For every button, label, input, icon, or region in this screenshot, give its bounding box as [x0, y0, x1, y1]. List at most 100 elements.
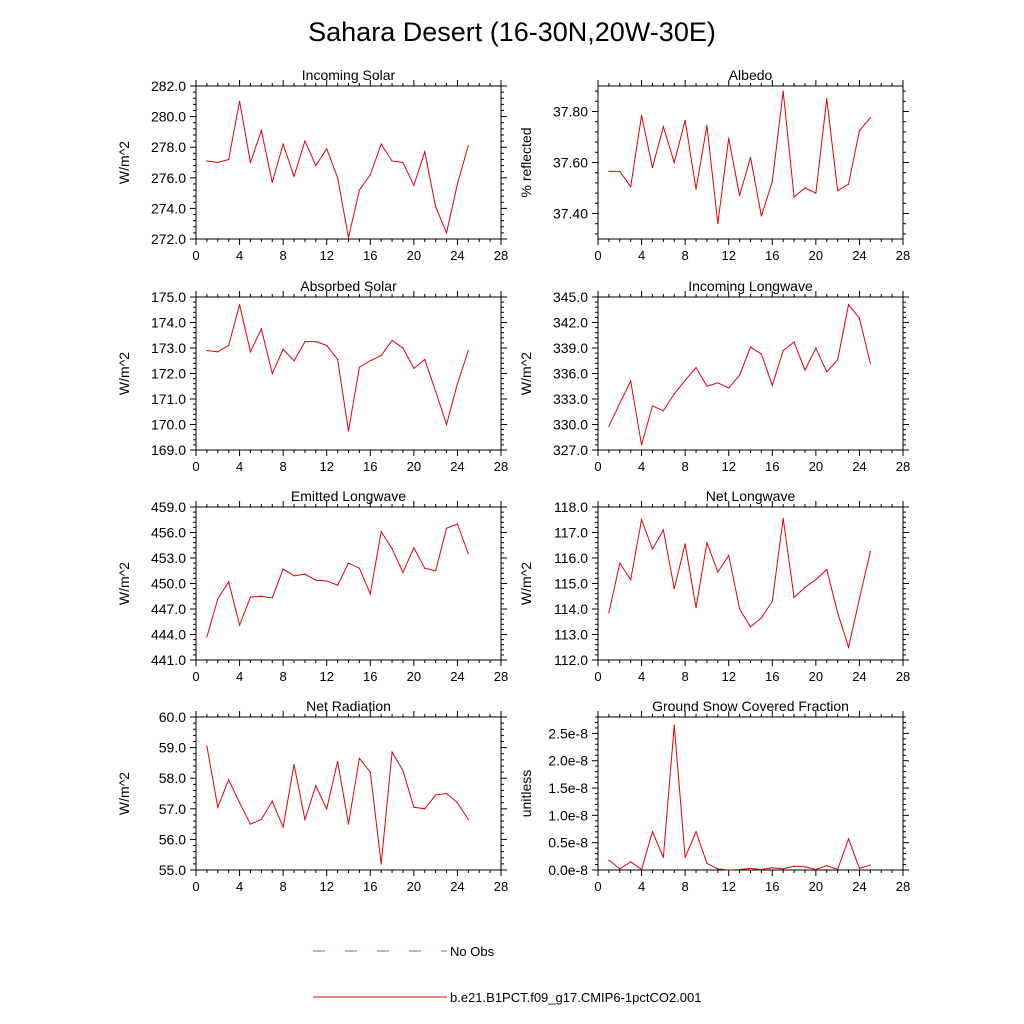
net-longwave-frame [597, 506, 904, 661]
emitted-longwave-data-point [391, 548, 393, 550]
ground-snow-covered-fraction-data-point [782, 868, 784, 870]
incoming-solar-series-line [206, 101, 469, 238]
ground-snow-covered-fraction-data-point [837, 868, 839, 871]
incoming-solar-title: Incoming Solar [302, 67, 396, 83]
net-longwave-data-point [804, 586, 806, 588]
ground-snow-covered-fraction-data-point [804, 866, 806, 868]
net-longwave-ytick-label: 114.0 [554, 601, 588, 617]
absorbed-solar-ytick-label: 174.0 [151, 315, 186, 331]
absorbed-solar-data-point [326, 344, 328, 347]
albedo-series-line [608, 91, 871, 224]
albedo-ytick-label: 37.40 [553, 206, 588, 222]
net-longwave-data-point [837, 612, 839, 614]
incoming-longwave-data-point [804, 369, 806, 371]
albedo-data-point [695, 188, 697, 190]
incoming-longwave-panel: Incoming Longwave 0 4 8 12 16 20 24 28 327.0 330.0… [518, 278, 910, 474]
emitted-longwave-xtick-label: 8 [280, 669, 287, 684]
absorbed-solar-data-point [271, 372, 273, 375]
absorbed-solar-data-point [435, 390, 437, 392]
absorbed-solar-ytick-label: 172.0 [151, 366, 186, 382]
ground-snow-covered-fraction-ytick-label: 2.5e-8 [548, 725, 588, 741]
ground-snow-covered-fraction-xtick-label: 4 [638, 879, 645, 894]
incoming-solar-ytick-label: 274.0 [151, 200, 186, 216]
emitted-longwave-data-point [293, 575, 295, 577]
net-radiation-data-point [228, 779, 230, 781]
net-longwave-ytick-label: 118.0 [554, 499, 588, 515]
emitted-longwave-ytick-label: 453.0 [151, 550, 186, 566]
absorbed-solar-xtick-label: 20 [407, 459, 421, 474]
ground-snow-covered-fraction-ylabel: unitless [518, 770, 534, 817]
incoming-longwave-data-point [858, 317, 861, 319]
emitted-longwave-frame [195, 506, 502, 661]
incoming-longwave-frame [597, 296, 904, 451]
absorbed-solar-ytick-label: 175.0 [151, 289, 186, 305]
absorbed-solar-data-point [282, 348, 284, 350]
net-radiation-ylabel: W/m^2 [116, 772, 132, 815]
incoming-solar-ytick-label: 280.0 [151, 109, 186, 125]
absorbed-solar-data-point [337, 358, 339, 361]
incoming-longwave-ytick-label: 336.0 [553, 366, 588, 382]
incoming-longwave-data-point [728, 387, 730, 389]
emitted-longwave-data-point [282, 568, 284, 570]
net-longwave-data-point [793, 596, 795, 599]
emitted-longwave-data-point [347, 562, 350, 564]
net-radiation-data-point [347, 823, 350, 825]
incoming-solar-data-point [282, 143, 284, 145]
emitted-longwave-data-point [369, 593, 371, 595]
albedo-data-point [837, 189, 839, 192]
absorbed-solar-ytick-label: 171.0 [151, 391, 186, 407]
albedo-data-point [717, 223, 719, 225]
incoming-solar-xtick-label: 16 [363, 248, 377, 263]
absorbed-solar-data-point [260, 328, 262, 330]
net-longwave-xtick-label: 8 [682, 669, 689, 684]
ground-snow-covered-fraction-panel: Ground Snow Covered Fraction 0 4 8 12 16 20 24 2… [518, 698, 910, 894]
emitted-longwave-data-point [380, 531, 382, 533]
incoming-solar-xtick-label: 0 [192, 248, 199, 263]
albedo-data-point [804, 187, 806, 189]
incoming-solar-xtick-label: 28 [494, 248, 508, 263]
ground-snow-covered-fraction-data-point [869, 864, 871, 866]
emitted-longwave-data-point [271, 597, 273, 599]
incoming-longwave-ytick-label: 333.0 [553, 391, 588, 407]
absorbed-solar-series-line [206, 304, 469, 431]
incoming-longwave-xtick-label: 20 [809, 459, 823, 474]
incoming-solar-data-point [435, 206, 437, 208]
albedo-xtick-label: 0 [594, 248, 601, 263]
absorbed-solar-data-point [402, 347, 404, 349]
incoming-longwave-xtick-label: 8 [682, 459, 689, 474]
absorbed-solar-data-point [467, 349, 469, 352]
absorbed-solar-data-point [304, 341, 306, 343]
net-radiation-xtick-label: 8 [280, 879, 287, 894]
albedo-xtick-label: 4 [638, 248, 645, 263]
incoming-longwave-data-point [640, 444, 643, 446]
emitted-longwave-data-point [249, 596, 252, 598]
incoming-longwave-data-point [695, 366, 697, 369]
ground-snow-covered-fraction-data-point [619, 868, 621, 870]
emitted-longwave-xtick-label: 12 [319, 669, 333, 684]
absorbed-solar-data-point [413, 367, 415, 369]
absorbed-solar-data-point [249, 351, 252, 353]
absorbed-solar-xtick-label: 28 [494, 459, 508, 474]
net-radiation-data-point [249, 823, 252, 825]
albedo-data-point [608, 170, 610, 173]
ground-snow-covered-fraction-data-point [695, 831, 697, 833]
incoming-solar-data-point [358, 189, 360, 191]
ground-snow-covered-fraction-ytick-label: 0.0e-8 [548, 862, 588, 878]
emitted-longwave-xtick-label: 16 [363, 669, 377, 684]
ground-snow-covered-fraction-data-point [793, 865, 795, 867]
incoming-solar-data-point [445, 232, 448, 234]
albedo-data-point [815, 192, 817, 194]
net-radiation-data-point [238, 802, 241, 804]
incoming-solar-data-point [369, 174, 371, 176]
albedo-title: Albedo [729, 67, 773, 83]
net-radiation-data-point [315, 785, 317, 787]
incoming-solar-ytick-label: 278.0 [151, 139, 186, 155]
incoming-longwave-data-point [847, 304, 850, 306]
absorbed-solar-data-point [424, 358, 426, 361]
ground-snow-covered-fraction-data-point [651, 831, 654, 833]
incoming-longwave-data-point [869, 362, 871, 364]
absorbed-solar-data-point [347, 430, 350, 432]
ground-snow-covered-fraction-xtick-label: 20 [809, 879, 823, 894]
net-longwave-title: Net Longwave [706, 488, 796, 504]
